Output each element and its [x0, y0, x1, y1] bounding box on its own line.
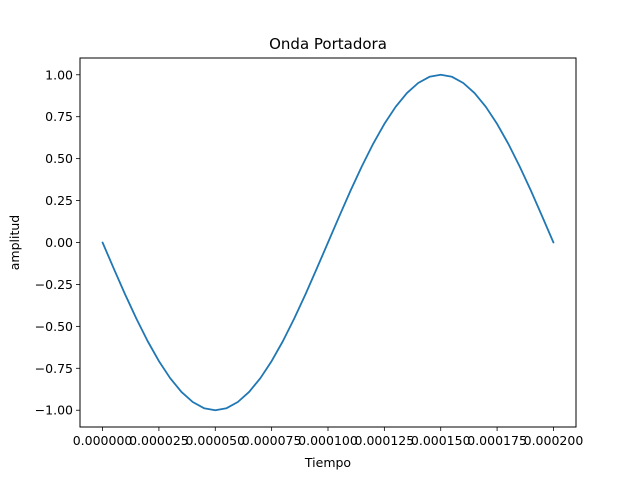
y-tick-label: 0.50: [45, 151, 73, 166]
x-tick-label: 0.000000: [73, 433, 133, 448]
x-tick-label: 0.000200: [524, 433, 584, 448]
x-tick-label: 0.000125: [355, 433, 415, 448]
x-tick-label: 0.000075: [242, 433, 302, 448]
y-tick-label: 0.25: [45, 193, 73, 208]
y-tick-label: 1.00: [45, 67, 73, 82]
x-tick-label: 0.000025: [129, 433, 189, 448]
x-tick-label: 0.000050: [185, 433, 245, 448]
y-tick-label: −1.00: [35, 403, 73, 418]
x-axis-label: Tiempo: [304, 455, 351, 470]
y-tick-label: 0.00: [45, 235, 73, 250]
y-tick-label: −0.75: [35, 361, 73, 376]
y-tick-label: 0.75: [45, 109, 73, 124]
x-tick-label: 0.000100: [298, 433, 358, 448]
y-tick-label: −0.25: [35, 277, 73, 292]
y-tick-label: −0.50: [35, 319, 73, 334]
x-tick-label: 0.000150: [411, 433, 471, 448]
y-axis-label: amplitud: [7, 215, 22, 270]
series-line-0: [101, 73, 555, 412]
chart-title: Onda Portadora: [269, 35, 387, 53]
x-tick-label: 0.000175: [467, 433, 527, 448]
